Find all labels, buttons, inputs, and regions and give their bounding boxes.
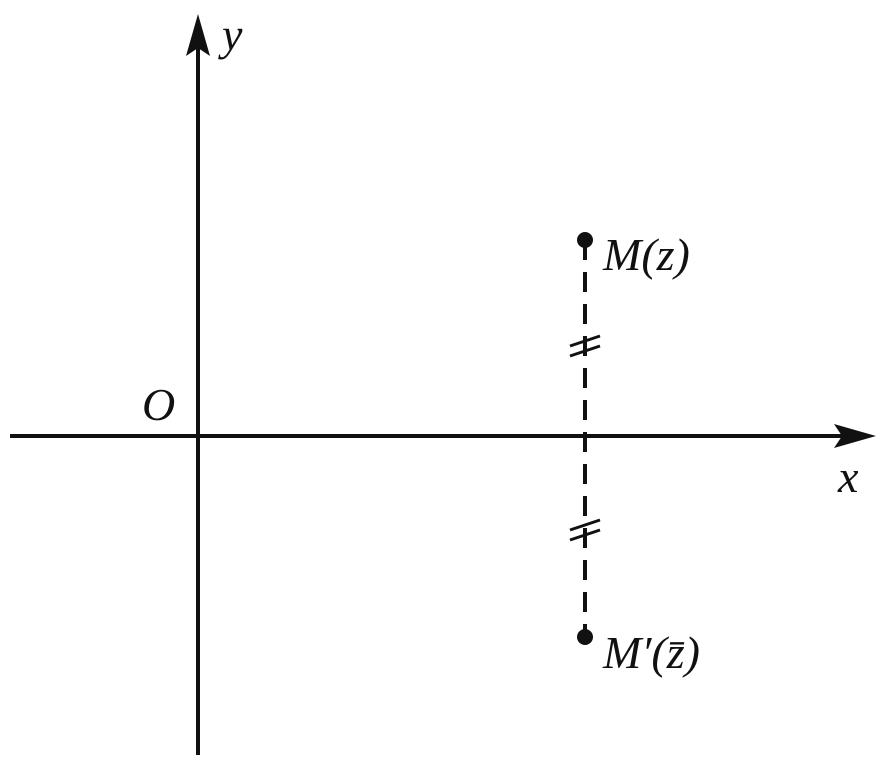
- equal-marks-bottom: [569, 518, 601, 542]
- point-m-prime: [577, 629, 593, 645]
- y-arrow: [186, 14, 210, 56]
- point-label: M′(z̄): [602, 627, 700, 678]
- x-arrow: [834, 424, 876, 448]
- point-m: [577, 232, 593, 248]
- y-label: y: [218, 9, 243, 60]
- point-label: M(z): [602, 229, 690, 280]
- x-label: x: [837, 451, 859, 502]
- origin-label: O: [142, 379, 175, 430]
- equal-marks-top: [569, 334, 601, 358]
